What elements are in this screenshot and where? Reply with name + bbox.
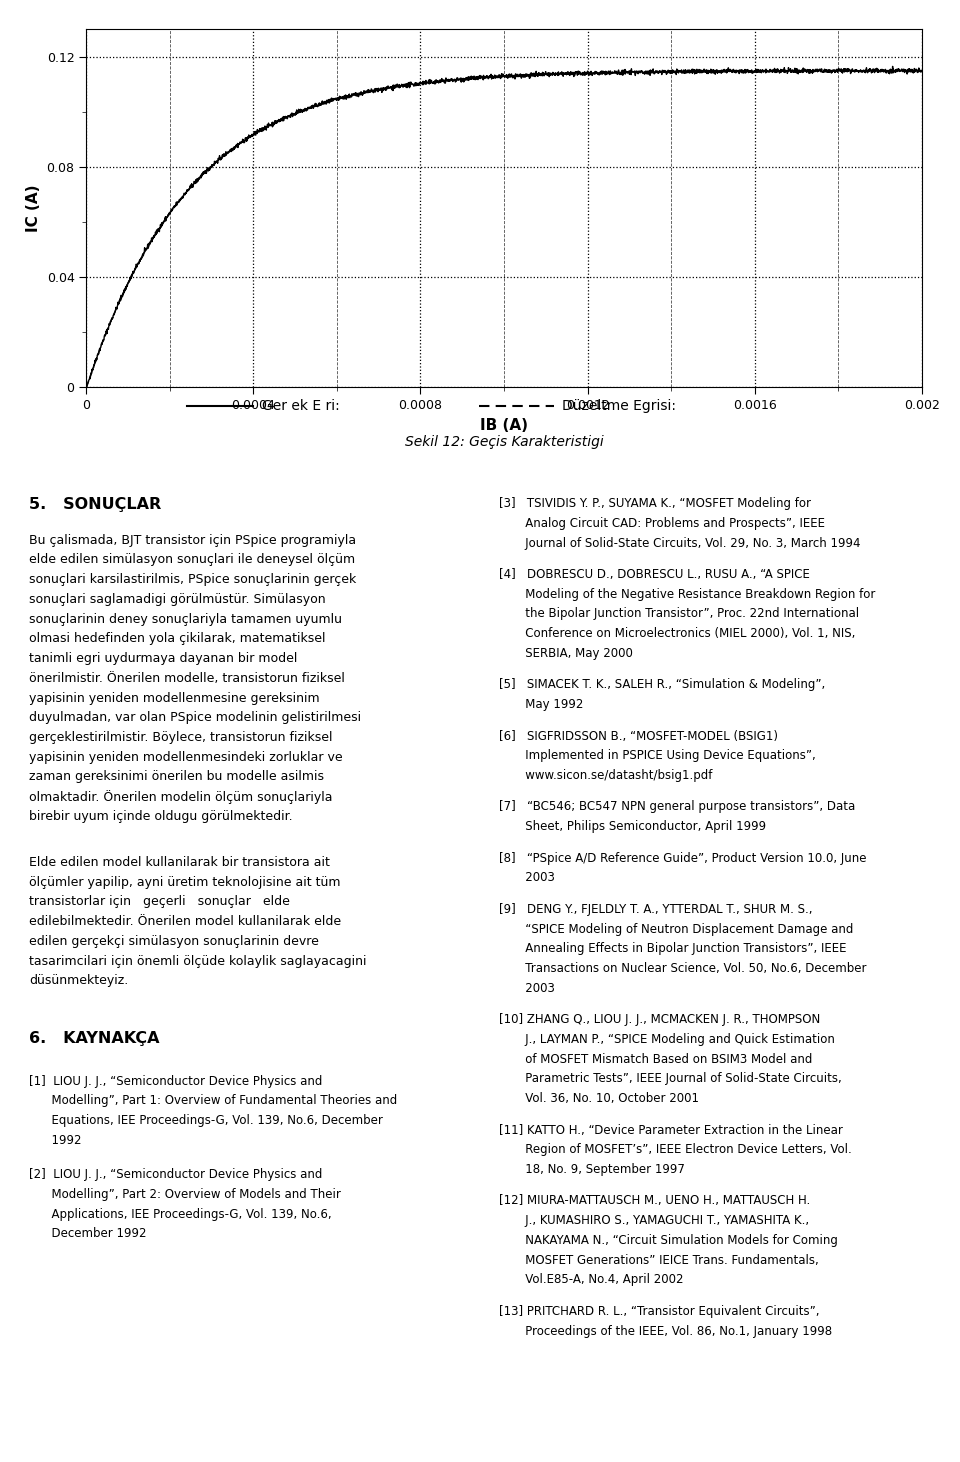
Text: December 1992: December 1992 bbox=[29, 1228, 146, 1240]
Text: Conference on Microelectronics (MIEL 2000), Vol. 1, NIS,: Conference on Microelectronics (MIEL 200… bbox=[499, 627, 855, 640]
Text: Modelling”, Part 1: Overview of Fundamental Theories and: Modelling”, Part 1: Overview of Fundamen… bbox=[29, 1095, 397, 1107]
Text: Vol. 36, No. 10, October 2001: Vol. 36, No. 10, October 2001 bbox=[499, 1092, 699, 1105]
Y-axis label: IC (A): IC (A) bbox=[26, 184, 41, 232]
Text: 2003: 2003 bbox=[499, 982, 555, 994]
Text: edilebilmektedir. Önerilen model kullanilarak elde: edilebilmektedir. Önerilen model kullani… bbox=[29, 915, 341, 928]
Text: Journal of Solid-State Circuits, Vol. 29, No. 3, March 1994: Journal of Solid-State Circuits, Vol. 29… bbox=[499, 537, 861, 550]
Text: Parametric Tests”, IEEE Journal of Solid-State Circuits,: Parametric Tests”, IEEE Journal of Solid… bbox=[499, 1073, 842, 1085]
Text: Applications, IEE Proceedings-G, Vol. 139, No.6,: Applications, IEE Proceedings-G, Vol. 13… bbox=[29, 1208, 331, 1221]
X-axis label: IB (A): IB (A) bbox=[480, 418, 528, 433]
Text: tasarimcilari için önemli ölçüde kolaylik saglayacagini: tasarimcilari için önemli ölçüde kolayli… bbox=[29, 955, 367, 968]
Text: edilen gerçekçi simülasyon sonuçlarinin devre: edilen gerçekçi simülasyon sonuçlarinin … bbox=[29, 936, 319, 947]
Text: [13] PRITCHARD R. L., “Transistor Equivalent Circuits”,: [13] PRITCHARD R. L., “Transistor Equiva… bbox=[499, 1306, 820, 1317]
Text: SERBIA, May 2000: SERBIA, May 2000 bbox=[499, 646, 633, 659]
Text: J., LAYMAN P., “SPICE Modeling and Quick Estimation: J., LAYMAN P., “SPICE Modeling and Quick… bbox=[499, 1034, 835, 1045]
Text: duyulmadan, var olan PSpice modelinin gelistirilmesi: duyulmadan, var olan PSpice modelinin ge… bbox=[29, 711, 361, 724]
Text: önerilmistir. Önerilen modelle, transistorun fiziksel: önerilmistir. Önerilen modelle, transist… bbox=[29, 673, 345, 684]
Text: Bu çalismada, BJT transistor için PSpice programiyla: Bu çalismada, BJT transistor için PSpice… bbox=[29, 534, 356, 547]
Text: 2003: 2003 bbox=[499, 871, 555, 885]
Text: J., KUMASHIRO S., YAMAGUCHI T., YAMASHITA K.,: J., KUMASHIRO S., YAMAGUCHI T., YAMASHIT… bbox=[499, 1213, 809, 1227]
Text: yapisinin yeniden modellenmesine gereksinim: yapisinin yeniden modellenmesine gereksi… bbox=[29, 692, 320, 705]
Text: [10] ZHANG Q., LIOU J. J., MCMACKEN J. R., THOMPSON: [10] ZHANG Q., LIOU J. J., MCMACKEN J. R… bbox=[499, 1013, 821, 1026]
Text: Transactions on Nuclear Science, Vol. 50, No.6, December: Transactions on Nuclear Science, Vol. 50… bbox=[499, 962, 867, 975]
Text: [2]  LIOU J. J., “Semiconductor Device Physics and: [2] LIOU J. J., “Semiconductor Device Ph… bbox=[29, 1168, 323, 1181]
Text: [9]   DENG Y., FJELDLY T. A., YTTERDAL T., SHUR M. S.,: [9] DENG Y., FJELDLY T. A., YTTERDAL T.,… bbox=[499, 904, 813, 915]
Text: Modelling”, Part 2: Overview of Models and Their: Modelling”, Part 2: Overview of Models a… bbox=[29, 1189, 341, 1200]
Text: sonuçlari karsilastirilmis, PSpice sonuçlarinin gerçek: sonuçlari karsilastirilmis, PSpice sonuç… bbox=[29, 573, 356, 586]
Text: düsünmekteyiz.: düsünmekteyiz. bbox=[29, 975, 128, 987]
Text: sonuçlari saglamadigi görülmüstür. Simülasyon: sonuçlari saglamadigi görülmüstür. Simül… bbox=[29, 594, 325, 605]
Text: Proceedings of the IEEE, Vol. 86, No.1, January 1998: Proceedings of the IEEE, Vol. 86, No.1, … bbox=[499, 1325, 832, 1338]
Text: ölçümler yapilip, ayni üretim teknolojisine ait tüm: ölçümler yapilip, ayni üretim teknolojis… bbox=[29, 876, 340, 889]
Text: elde edilen simülasyon sonuçlari ile deneysel ölçüm: elde edilen simülasyon sonuçlari ile den… bbox=[29, 553, 355, 566]
Text: 18, No. 9, September 1997: 18, No. 9, September 1997 bbox=[499, 1164, 685, 1175]
Text: www.sicon.se/datasht/bsig1.pdf: www.sicon.se/datasht/bsig1.pdf bbox=[499, 769, 712, 782]
Text: [7]   “BC546; BC547 NPN general purpose transistors”, Data: [7] “BC546; BC547 NPN general purpose tr… bbox=[499, 801, 855, 813]
Text: [12] MIURA-MATTAUSCH M., UENO H., MATTAUSCH H.: [12] MIURA-MATTAUSCH M., UENO H., MATTAU… bbox=[499, 1194, 810, 1208]
Text: Vol.E85-A, No.4, April 2002: Vol.E85-A, No.4, April 2002 bbox=[499, 1273, 684, 1287]
Text: Ger ek E ri:: Ger ek E ri: bbox=[262, 399, 340, 412]
Text: transistorlar için   geçerli   sonuçlar   elde: transistorlar için geçerli sonuçlar elde bbox=[29, 895, 290, 908]
Text: 6.   KAYNAKÇA: 6. KAYNAKÇA bbox=[29, 1031, 159, 1045]
Text: [5]   SIMACEK T. K., SALEH R., “Simulation & Modeling”,: [5] SIMACEK T. K., SALEH R., “Simulation… bbox=[499, 678, 826, 692]
Text: tanimli egri uydurmaya dayanan bir model: tanimli egri uydurmaya dayanan bir model bbox=[29, 652, 298, 665]
Text: gerçeklestirilmistir. Böylece, transistorun fiziksel: gerçeklestirilmistir. Böylece, transisto… bbox=[29, 731, 332, 744]
Text: [4]   DOBRESCU D., DOBRESCU L., RUSU A., “A SPICE: [4] DOBRESCU D., DOBRESCU L., RUSU A., “… bbox=[499, 567, 810, 580]
Text: olmaktadir. Önerilen modelin ölçüm sonuçlariyla: olmaktadir. Önerilen modelin ölçüm sonuç… bbox=[29, 789, 332, 804]
Text: Elde edilen model kullanilarak bir transistora ait: Elde edilen model kullanilarak bir trans… bbox=[29, 855, 329, 868]
Text: yapisinin yeniden modellenmesindeki zorluklar ve: yapisinin yeniden modellenmesindeki zorl… bbox=[29, 751, 343, 763]
Text: Sheet, Philips Semiconductor, April 1999: Sheet, Philips Semiconductor, April 1999 bbox=[499, 820, 766, 833]
Text: [3]   TSIVIDIS Y. P., SUYAMA K., “MOSFET Modeling for: [3] TSIVIDIS Y. P., SUYAMA K., “MOSFET M… bbox=[499, 497, 811, 510]
Text: Modeling of the Negative Resistance Breakdown Region for: Modeling of the Negative Resistance Brea… bbox=[499, 588, 876, 601]
Text: sonuçlarinin deney sonuçlariyla tamamen uyumlu: sonuçlarinin deney sonuçlariyla tamamen … bbox=[29, 613, 342, 626]
Text: May 1992: May 1992 bbox=[499, 697, 584, 711]
Text: 1992: 1992 bbox=[29, 1135, 82, 1146]
Text: Equations, IEE Proceedings-G, Vol. 139, No.6, December: Equations, IEE Proceedings-G, Vol. 139, … bbox=[29, 1114, 383, 1127]
Text: the Bipolar Junction Transistor”, Proc. 22nd International: the Bipolar Junction Transistor”, Proc. … bbox=[499, 608, 859, 620]
Text: [1]  LIOU J. J., “Semiconductor Device Physics and: [1] LIOU J. J., “Semiconductor Device Ph… bbox=[29, 1075, 323, 1088]
Text: [8]   “PSpice A/D Reference Guide”, Product Version 10.0, June: [8] “PSpice A/D Reference Guide”, Produc… bbox=[499, 851, 867, 864]
Text: of MOSFET Mismatch Based on BSIM3 Model and: of MOSFET Mismatch Based on BSIM3 Model … bbox=[499, 1053, 812, 1066]
Text: “SPICE Modeling of Neutron Displacement Damage and: “SPICE Modeling of Neutron Displacement … bbox=[499, 923, 853, 936]
Text: MOSFET Generations” IEICE Trans. Fundamentals,: MOSFET Generations” IEICE Trans. Fundame… bbox=[499, 1254, 819, 1266]
Text: NAKAYAMA N., “Circuit Simulation Models for Coming: NAKAYAMA N., “Circuit Simulation Models … bbox=[499, 1234, 838, 1247]
Text: Sekil 12: Geçis Karakteristigi: Sekil 12: Geçis Karakteristigi bbox=[404, 436, 604, 449]
Text: zaman gereksinimi önerilen bu modelle asilmis: zaman gereksinimi önerilen bu modelle as… bbox=[29, 770, 324, 784]
Text: 5.   SONUÇLAR: 5. SONUÇLAR bbox=[29, 497, 161, 512]
Text: Region of MOSFET’s”, IEEE Electron Device Letters, Vol.: Region of MOSFET’s”, IEEE Electron Devic… bbox=[499, 1143, 852, 1156]
Text: birebir uyum içinde oldugu görülmektedir.: birebir uyum içinde oldugu görülmektedir… bbox=[29, 810, 293, 823]
Text: Annealing Effects in Bipolar Junction Transistors”, IEEE: Annealing Effects in Bipolar Junction Tr… bbox=[499, 943, 847, 955]
Text: Implemented in PSPICE Using Device Equations”,: Implemented in PSPICE Using Device Equat… bbox=[499, 749, 816, 762]
Text: olmasi hedefinden yola çikilarak, matematiksel: olmasi hedefinden yola çikilarak, matema… bbox=[29, 632, 325, 645]
Text: Düzeltme Egrisi:: Düzeltme Egrisi: bbox=[563, 399, 677, 412]
Text: [6]   SIGFRIDSSON B., “MOSFET-MODEL (BSIG1): [6] SIGFRIDSSON B., “MOSFET-MODEL (BSIG1… bbox=[499, 730, 779, 743]
Text: [11] KATTO H., “Device Parameter Extraction in the Linear: [11] KATTO H., “Device Parameter Extract… bbox=[499, 1124, 843, 1136]
Text: Analog Circuit CAD: Problems and Prospects”, IEEE: Analog Circuit CAD: Problems and Prospec… bbox=[499, 516, 826, 529]
